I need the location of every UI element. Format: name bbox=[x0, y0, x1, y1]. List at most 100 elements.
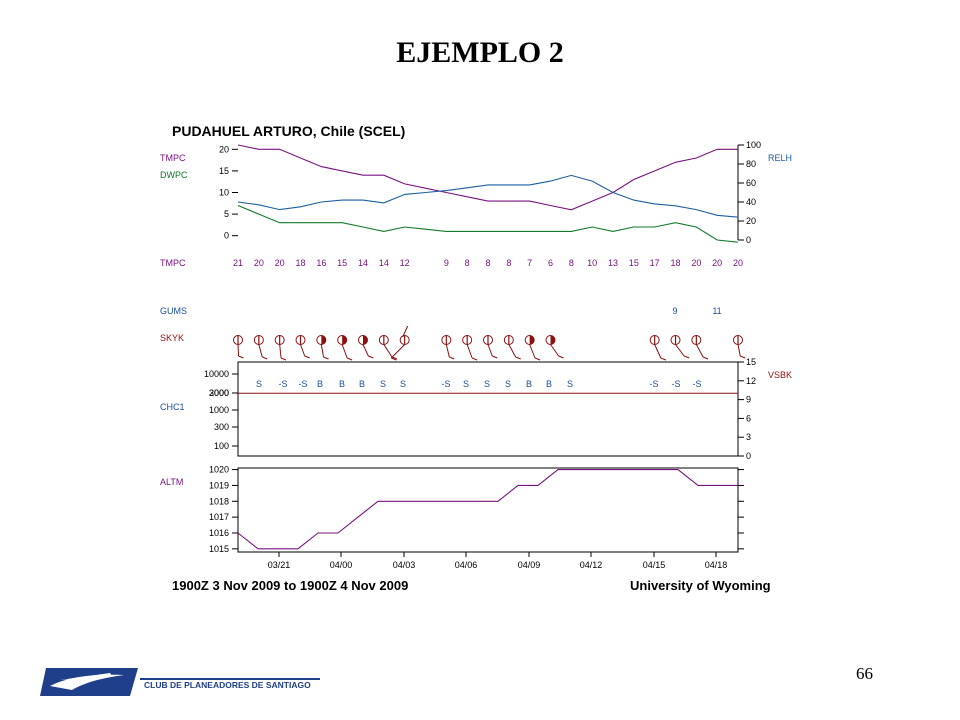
cloud-code: S bbox=[400, 379, 406, 389]
sky-cover-symbol bbox=[233, 335, 244, 359]
altm-panel-frame bbox=[237, 467, 739, 553]
cloud-code: B bbox=[317, 379, 323, 389]
series-tmpc-line bbox=[237, 144, 738, 211]
wind-barb-flag bbox=[391, 356, 398, 360]
wind-barb bbox=[445, 344, 450, 358]
sky-cover-symbol bbox=[358, 335, 374, 359]
wind-barb bbox=[529, 344, 536, 359]
tick-label: 10 bbox=[219, 188, 229, 198]
wind-barb bbox=[279, 344, 282, 359]
sky-cover-symbol bbox=[524, 335, 541, 361]
altm-label: ALTM bbox=[160, 477, 183, 487]
wind-barb-flag bbox=[471, 357, 478, 361]
x-tick-label: 04/15 bbox=[643, 560, 666, 570]
x-tick-label: 04/00 bbox=[330, 560, 353, 570]
wind-barb-flag bbox=[740, 355, 746, 359]
wind-barb-flag bbox=[449, 356, 455, 360]
sky-cover-symbol bbox=[441, 335, 455, 360]
cloud-code: -S bbox=[672, 379, 681, 389]
relh-axis: 100 80 60 40 20 0 bbox=[738, 140, 761, 245]
tmpc-value: 7 bbox=[527, 258, 532, 268]
wind-barb-flag bbox=[492, 355, 498, 359]
tmpc-value: 20 bbox=[254, 258, 264, 268]
chc1-label: CHC1 bbox=[160, 402, 185, 412]
x-tick-label: 04/03 bbox=[393, 560, 416, 570]
tmpc-value: 14 bbox=[358, 258, 368, 268]
club-logo: CLUB DE PLANEADORES DE SANTIAGO bbox=[40, 668, 320, 696]
sky-cover-symbols bbox=[233, 325, 746, 361]
wind-barb-flag bbox=[323, 356, 329, 360]
tick-label: 15 bbox=[746, 357, 756, 367]
tmpc-value: 18 bbox=[670, 258, 680, 268]
wind-barb bbox=[402, 325, 409, 338]
cloud-code: S bbox=[567, 379, 573, 389]
wind-barb-flag bbox=[238, 355, 244, 359]
time-axis: 03/21 04/00 04/03 04/06 04/09 04/12 04/15 04/18 bbox=[268, 552, 728, 570]
tick-label: 1017 bbox=[209, 512, 229, 522]
sky-cover-symbol bbox=[483, 335, 498, 359]
tmpc-value: 18 bbox=[295, 258, 305, 268]
tmpc-value: 15 bbox=[629, 258, 639, 268]
tmpc-value: 13 bbox=[608, 258, 618, 268]
sky-cover-symbol bbox=[503, 335, 521, 360]
cloud-code: -S bbox=[299, 379, 308, 389]
tmpc-value: 6 bbox=[548, 258, 553, 268]
altm-line bbox=[237, 469, 738, 550]
vsbk-label: VSBK bbox=[768, 370, 792, 380]
sky-half-fill bbox=[550, 335, 555, 345]
sky-cover-symbol bbox=[670, 335, 690, 359]
tmpc-axis-label: TMPC bbox=[160, 153, 186, 163]
tmpc-value: 14 bbox=[379, 258, 389, 268]
tmpc-value: 8 bbox=[465, 258, 470, 268]
wind-barb bbox=[341, 344, 348, 359]
tmpc-value: 9 bbox=[444, 258, 449, 268]
wind-barb-flag bbox=[280, 357, 287, 361]
slide-title: EJEMPLO 2 bbox=[396, 36, 564, 69]
cloud-code: S bbox=[484, 379, 490, 389]
sky-cover-symbol bbox=[274, 335, 287, 361]
tick-label: 1016 bbox=[209, 528, 229, 538]
cloud-codes: S -S -S B B B S S -S S S S B B S -S -S -S bbox=[238, 379, 738, 394]
tick-label: 100 bbox=[746, 140, 761, 150]
wind-barb-flag bbox=[683, 355, 690, 359]
tmpc-value: 8 bbox=[569, 258, 574, 268]
wind-barb bbox=[695, 344, 704, 358]
sky-cover-symbol bbox=[462, 335, 478, 361]
tick-label: 15 bbox=[219, 166, 229, 176]
wind-barb-flag bbox=[515, 356, 521, 360]
tick-label: 9 bbox=[746, 395, 751, 405]
sky-cover-symbol bbox=[390, 335, 410, 361]
wind-barb-flag bbox=[660, 357, 667, 361]
tmpc-value: 8 bbox=[485, 258, 490, 268]
sky-cover-symbol bbox=[649, 335, 667, 361]
tmpc-value: 10 bbox=[587, 258, 597, 268]
temperature-axis: 20 15 10 5 0 bbox=[219, 144, 238, 241]
cloud-code: S bbox=[256, 379, 262, 389]
tmpc-value: 15 bbox=[337, 258, 347, 268]
plot-area-temperature bbox=[237, 144, 739, 243]
chart-title: PUDAHUEL ARTURO, Chile (SCEL) bbox=[172, 123, 405, 139]
tick-label: 1018 bbox=[209, 496, 229, 506]
sky-cover-symbol bbox=[545, 335, 564, 359]
sky-cover-symbol bbox=[316, 335, 329, 360]
skyk-label: SKYK bbox=[160, 333, 184, 343]
cloud-code: -S bbox=[693, 379, 702, 389]
tick-label: 3 bbox=[746, 432, 751, 442]
date-range: 1900Z 3 Nov 2009 to 1900Z 4 Nov 2009 bbox=[172, 578, 408, 593]
wind-barb-flag bbox=[391, 357, 397, 361]
wind-barb bbox=[320, 344, 325, 358]
tmpc-row-values: 21 20 20 18 16 15 14 14 12 9 8 8 8 7 6 8 10 13 15 17 18 20 20 2… bbox=[233, 258, 743, 268]
source-credit: University of Wyoming bbox=[630, 578, 771, 593]
x-tick-label: 04/18 bbox=[705, 560, 728, 570]
series-relh-line bbox=[237, 174, 739, 218]
tick-label: 1000 bbox=[209, 405, 229, 415]
cloud-code: S bbox=[505, 379, 511, 389]
sky-cover-symbol bbox=[253, 335, 268, 360]
wind-barb bbox=[508, 344, 517, 358]
tick-label: 0 bbox=[746, 235, 751, 245]
gust-value: 9 bbox=[672, 306, 677, 316]
tick-label: 0 bbox=[746, 451, 751, 461]
gums-values: 9 11 bbox=[672, 306, 721, 316]
sky-cover-symbol bbox=[337, 335, 353, 361]
